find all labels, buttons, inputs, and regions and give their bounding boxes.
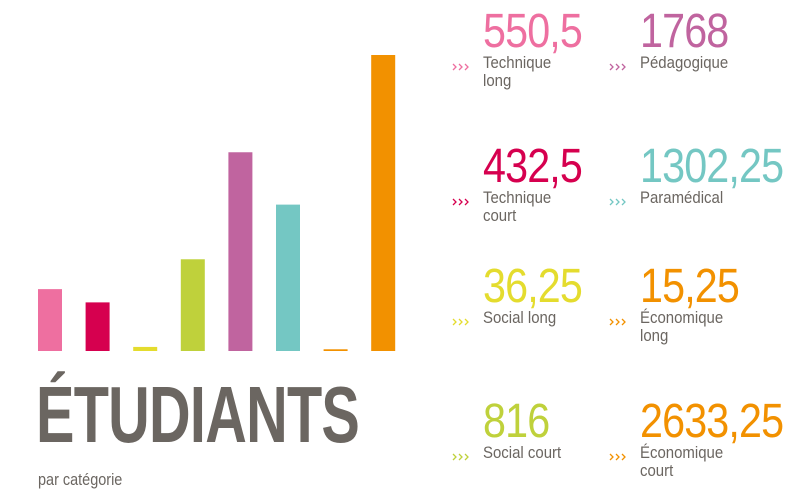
chevron-marker [609, 453, 626, 461]
chart-subtitle: par catégorie [38, 470, 123, 489]
value-label: 36,25 [483, 260, 583, 313]
bar [85, 302, 110, 351]
chart-title: ÉTUDIANTS [36, 370, 360, 459]
category-label: Technique long [483, 53, 552, 90]
category-label: Technique court [483, 188, 552, 225]
bar [180, 259, 205, 351]
chevron-marker [609, 63, 626, 71]
category-label: Social long [483, 308, 557, 327]
chevron-marker [609, 318, 626, 326]
chevron-marker [452, 318, 469, 326]
bar [38, 289, 62, 351]
chevron-marker [452, 198, 469, 206]
value-label: 15,25 [640, 260, 740, 313]
chevron-marker [452, 453, 469, 461]
bar [276, 204, 300, 351]
chevron-marker [452, 63, 469, 71]
value-label: 2633,25 [640, 395, 784, 448]
category-label: Économique court [640, 443, 724, 480]
value-label: 1768 [640, 5, 729, 58]
bar [228, 152, 253, 351]
category-label: Paramédical [640, 188, 724, 207]
value-label: 816 [483, 395, 550, 448]
category-label: Social court [483, 443, 562, 462]
bar-chart [38, 55, 396, 351]
bar [323, 349, 348, 351]
bar [371, 55, 396, 351]
value-label: 432,5 [483, 140, 583, 193]
bar [133, 346, 158, 351]
value-label: 550,5 [483, 5, 583, 58]
category-label: Économique long [640, 308, 724, 345]
chevron-marker [609, 198, 626, 206]
category-label: Pédagogique [640, 53, 729, 72]
value-label: 1302,25 [640, 140, 784, 193]
